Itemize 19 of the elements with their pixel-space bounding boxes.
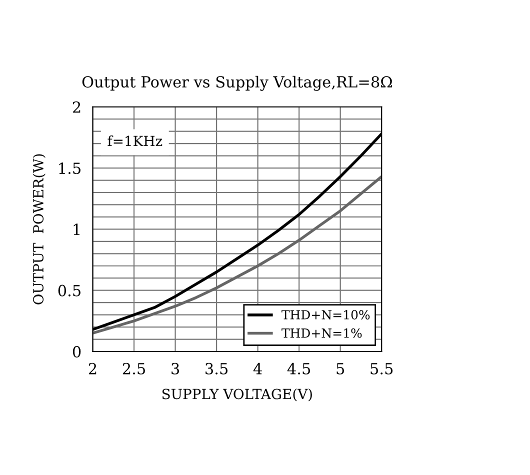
y-tick-label: 1	[74, 224, 80, 235]
legend-label: THD+N=10%	[282, 310, 370, 320]
x-tick-label: 2	[88, 362, 96, 374]
x-tick-label: 5.5	[370, 363, 393, 374]
x-tick-label: 3.5	[206, 362, 228, 374]
x-axis-title: SUPPLY VOLTAGE(V)	[162, 388, 312, 402]
y-tick-label: 0	[72, 346, 81, 358]
annotation: f=1KHz	[108, 135, 162, 146]
legend-label: THD+N=1%	[282, 328, 362, 338]
x-tick-label: 3	[172, 362, 180, 374]
y-axis-title: OUTPUT POWER(W)	[32, 154, 46, 304]
y-tick-label: 2	[72, 101, 80, 113]
y-tick-label: 1.5	[59, 162, 80, 174]
x-tick-label: 5	[336, 363, 344, 374]
x-tick-label: 2.5	[122, 362, 145, 374]
x-tick-label: 4.5	[287, 362, 310, 374]
y-tick-label: 0.5	[58, 284, 80, 296]
chart-title: Output Power vs Supply Voltage,RL=8Ω	[82, 76, 392, 91]
x-tick-label: 4	[253, 362, 262, 374]
